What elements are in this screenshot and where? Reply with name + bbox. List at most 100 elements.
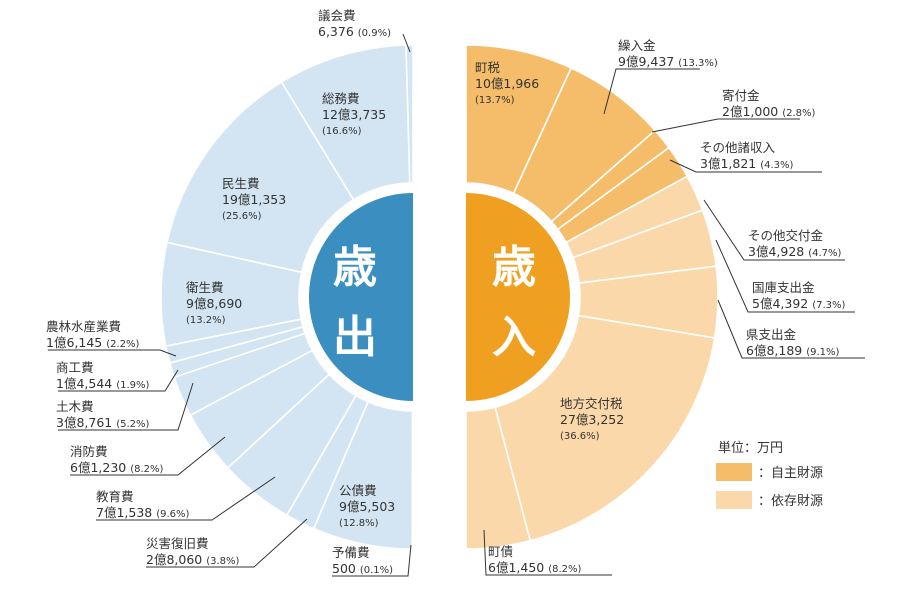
expenditure-label-name: 災害復旧費: [146, 536, 209, 551]
revenue-label-amount: 2億1,000 (2.8%): [722, 104, 816, 119]
expenditure-label-name: 総務費: [322, 91, 360, 106]
legend-label-dependent: ：依存財源: [758, 494, 823, 509]
revenue-center: 歳 入: [466, 193, 570, 401]
expenditure-leader-6: [58, 382, 194, 431]
revenue-label-amount: 5億4,392 (7.3%): [752, 296, 846, 311]
expenditure-label-name: 農林水産業費: [46, 319, 121, 334]
expenditure-leader-0: [402, 33, 411, 53]
expenditure-slices: [160, 44, 414, 550]
revenue-label-name: 地方交付税: [560, 396, 623, 411]
expenditure-label-amount: 7億1,538 (9.6%): [96, 505, 190, 520]
expenditure-label-name: 公債費: [339, 483, 377, 498]
revenue-center-disc: [466, 193, 570, 401]
revenue-label-name: 繰入金: [618, 38, 656, 53]
expenditure-leader-7: [70, 436, 226, 476]
expenditure-label-amount: 9億5,503: [339, 499, 395, 514]
expenditure-label-amount: 12億3,735: [322, 107, 386, 122]
revenue-label-name: 国庫支出金: [752, 280, 815, 295]
legend-unit: 単位：万円: [718, 440, 783, 456]
revenue-label-name: 県支出金: [746, 327, 797, 342]
revenue-leader-6: [717, 299, 865, 359]
revenue-label-amount: 9億9,437 (13.3%): [618, 54, 718, 69]
revenue-slice-7: [494, 314, 716, 542]
revenue-title-top: 歳: [492, 242, 536, 293]
expenditure-label-amount: 500 (0.1%): [332, 561, 393, 576]
revenue-label-amount: 6億1,450 (8.2%): [488, 560, 582, 575]
revenue-title-bottom: 入: [492, 312, 536, 363]
expenditure-label-amount: 19億1,353: [222, 192, 286, 207]
revenue-leader-1: [603, 68, 700, 115]
revenue-label-amount: 27億3,252: [560, 412, 624, 427]
expenditure-label-name: 消防費: [70, 444, 108, 459]
revenue-label-amount: 10億1,966: [475, 76, 539, 91]
expenditure-slice-2: [166, 80, 355, 274]
revenue-slice-8: [465, 406, 532, 550]
revenue-leader-5: [715, 239, 855, 313]
expenditure-label-name: 教育費: [96, 489, 134, 504]
expenditure-label-amount: 6,376 (0.9%): [318, 24, 391, 39]
revenue-label-name: 寄付金: [722, 88, 760, 103]
expenditure-label-name: 商工費: [56, 360, 94, 375]
expenditure-label-name: 土木費: [56, 399, 94, 414]
expenditure-title-bottom: 出: [333, 312, 377, 363]
expenditure-center: 歳 出: [309, 193, 413, 401]
revenue-label-name: その他交付金: [748, 228, 824, 243]
expenditure-label-amount: 1億4,544 (1.9%): [56, 376, 150, 391]
expenditure-label-amount: 9億8,690: [186, 296, 242, 311]
expenditure-leader-5: [58, 369, 179, 392]
expenditure-label-pct: (13.2%): [186, 315, 226, 326]
expenditure-label-name: 予備費: [332, 545, 370, 560]
revenue-label-amount: 3億4,928 (4.7%): [748, 244, 842, 259]
revenue-leader-8: [483, 529, 612, 576]
revenue-label-pct: (13.7%): [475, 95, 515, 106]
expenditure-label-name: 衛生費: [186, 280, 224, 295]
revenue-label-name: 町債: [488, 544, 513, 559]
expenditure-label-amount: 3億8,761 (5.2%): [56, 415, 150, 430]
expenditure-leader-11: [332, 544, 412, 577]
expenditure-title-top: 歳: [333, 242, 377, 293]
expenditure-label-amount: 1億6,145 (2.2%): [46, 335, 140, 350]
revenue-leader-3: [669, 159, 822, 173]
leader-lines: [48, 33, 865, 577]
expenditure-leader-4: [48, 349, 177, 357]
expenditure-label-amount: 6億1,230 (8.2%): [70, 460, 164, 475]
legend: 単位：万円 ：自主財源 ：依存財源: [716, 440, 823, 509]
revenue-label-amount: 3億1,821 (4.3%): [700, 156, 794, 171]
revenue-label-name: その他諸収入: [700, 140, 776, 155]
revenue-label-amount: 6億8,189 (9.1%): [746, 343, 840, 358]
revenue-slices: [465, 44, 719, 550]
expenditure-leader-8: [96, 476, 276, 521]
expenditure-label-pct: (12.8%): [339, 518, 379, 529]
expenditure-label-pct: (16.6%): [322, 126, 362, 137]
legend-label-self: ：自主財源: [758, 466, 823, 481]
revenue-leader-2: [651, 118, 800, 133]
expenditure-label-name: 議会費: [318, 8, 356, 23]
expenditure-label-pct: (25.6%): [222, 211, 262, 222]
expenditure-label-amount: 2億8,060 (3.8%): [146, 552, 240, 567]
expenditure-center-disc: [309, 193, 413, 401]
legend-swatch-dependent: [716, 491, 752, 509]
expenditure-slice-11: [411, 410, 414, 550]
expenditure-leader-9: [146, 518, 308, 568]
revenue-label-pct: (36.6%): [560, 431, 600, 442]
